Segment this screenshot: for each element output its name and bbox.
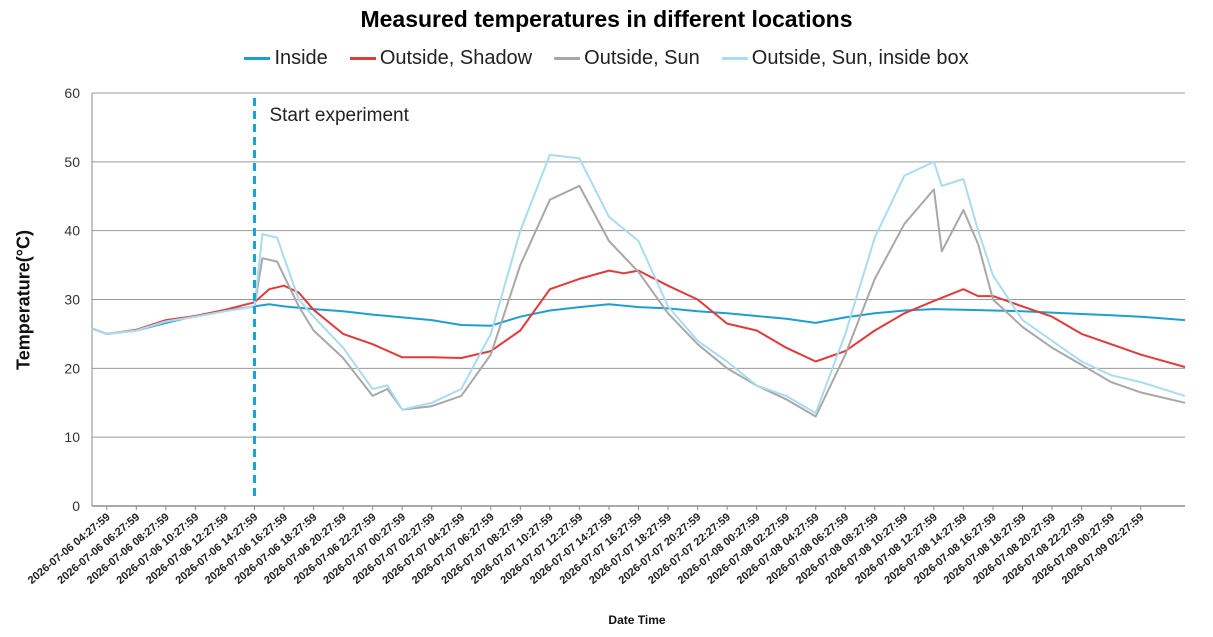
start-experiment-label: Start experiment	[269, 105, 409, 126]
legend-item-1: Inside	[244, 47, 328, 70]
y-tick-label: 0	[72, 498, 80, 514]
legend-item-3: Outside, Sun	[554, 47, 700, 70]
y-tick-label: 10	[64, 429, 80, 445]
y-tick-label: 30	[64, 292, 80, 308]
legend-label: Outside, Shadow	[379, 47, 533, 69]
chart-title: Measured temperatures in different locat…	[360, 6, 853, 32]
legend-item-2: Outside, Shadow	[349, 47, 533, 70]
x-axis-label: Date Time	[608, 613, 666, 627]
legend-swatch	[349, 57, 376, 60]
series-line-2	[91, 269, 1186, 368]
y-tick-label: 20	[64, 360, 80, 376]
legend-item-4: Outside, Sun, inside box	[721, 47, 969, 70]
series-line-1	[91, 303, 1186, 335]
legend-swatch	[554, 57, 581, 60]
y-tick-label: 40	[64, 223, 80, 239]
y-axis-label: Temperature(°C)	[13, 230, 34, 370]
legend-swatch	[721, 57, 748, 60]
series-line-3	[91, 184, 1186, 418]
y-tick-label: 60	[64, 85, 80, 101]
legend-label: Outside, Sun	[584, 47, 700, 69]
legend-swatch	[244, 57, 271, 60]
legend-label: Inside	[274, 47, 328, 69]
y-tick-label: 50	[64, 154, 80, 170]
legend: Inside Outside, Shadow Outside, Sun Outside…	[0, 47, 1213, 70]
series-line-4	[91, 153, 1186, 415]
legend-label: Outside, Sun, inside box	[751, 47, 969, 69]
